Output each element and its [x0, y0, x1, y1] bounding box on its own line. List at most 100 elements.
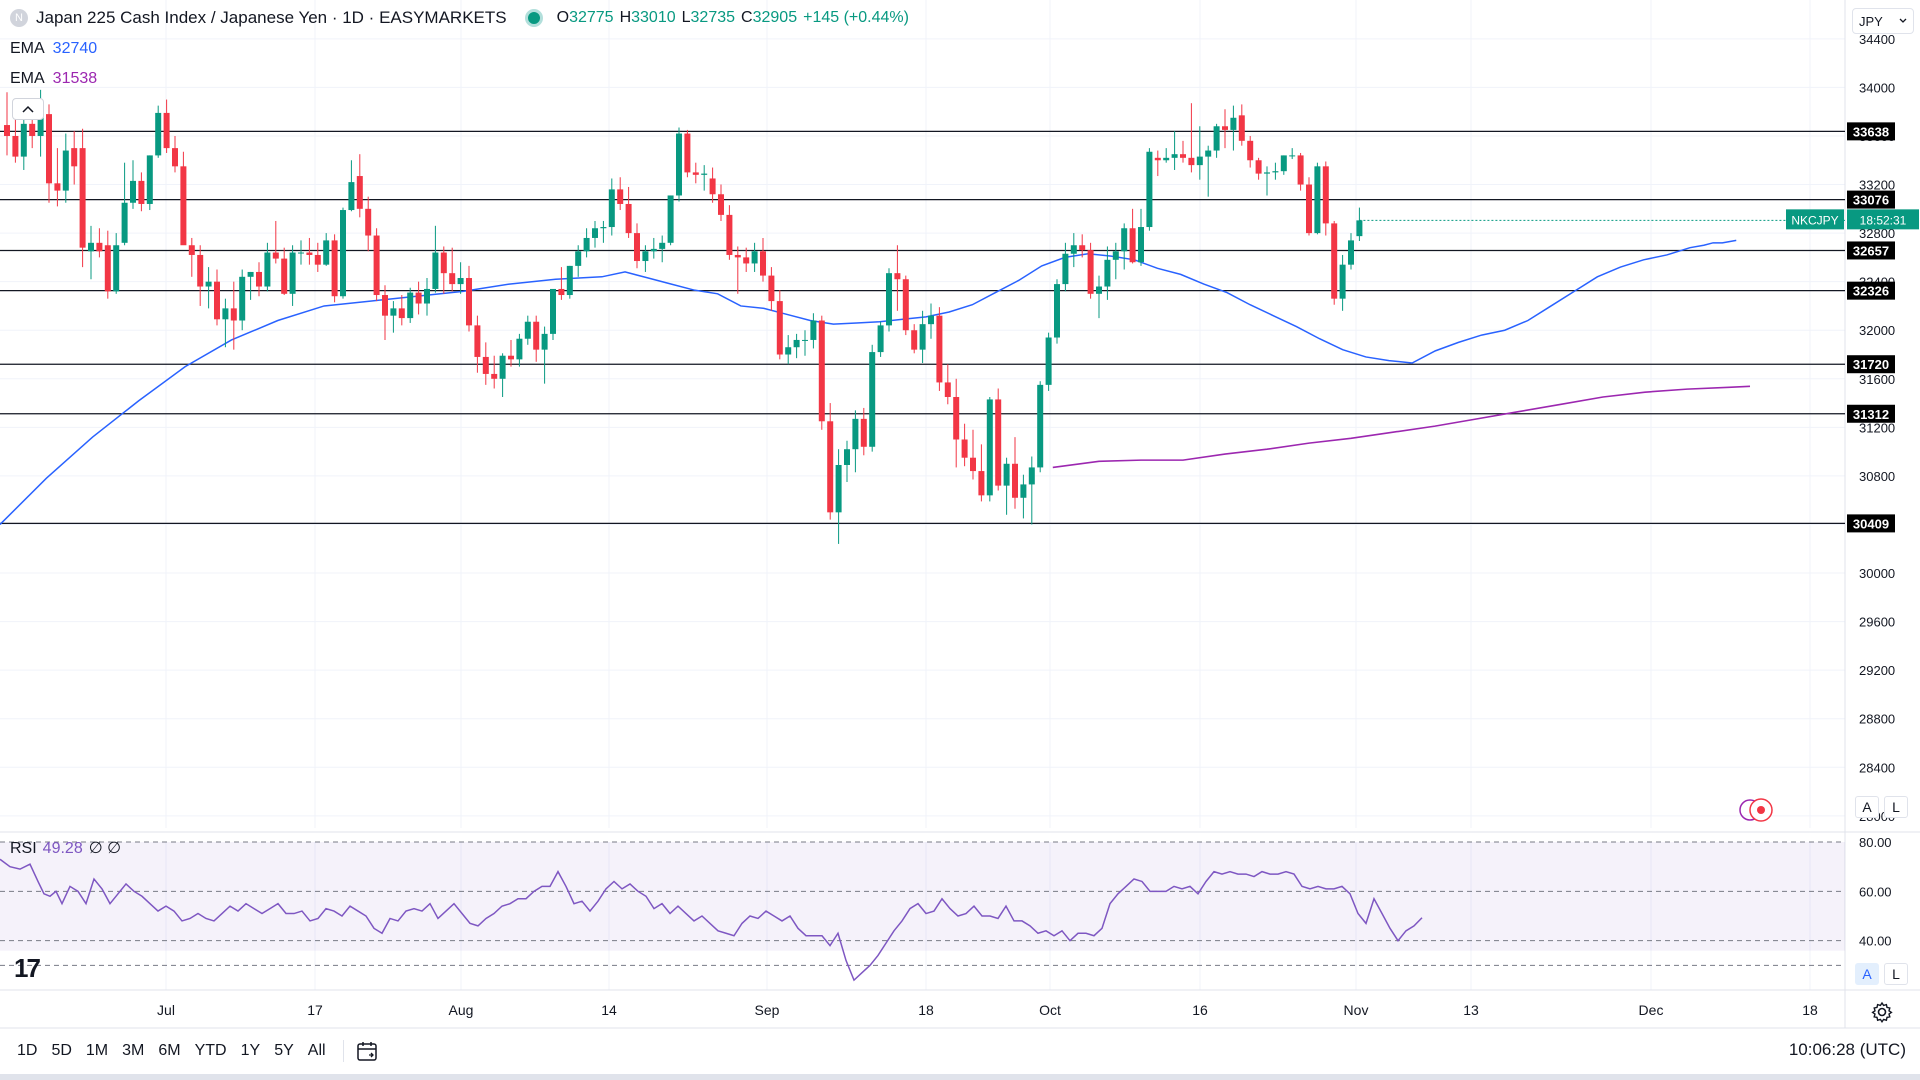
- candle-body[interactable]: [247, 271, 254, 277]
- collapse-legend-button[interactable]: [12, 98, 44, 120]
- candle-body[interactable]: [600, 227, 607, 229]
- candle-body[interactable]: [1138, 227, 1144, 263]
- candle-body[interactable]: [592, 228, 598, 238]
- candle-body[interactable]: [71, 148, 78, 167]
- candle-body[interactable]: [415, 292, 422, 304]
- candle-body[interactable]: [1079, 245, 1086, 251]
- candle-body[interactable]: [961, 439, 968, 458]
- candle-body[interactable]: [802, 339, 808, 341]
- candle-body[interactable]: [272, 252, 279, 259]
- range-5d-button[interactable]: 5D: [51, 1042, 72, 1059]
- candle-body[interactable]: [1104, 259, 1111, 287]
- range-ytd-button[interactable]: YTD: [194, 1042, 227, 1059]
- candle-body[interactable]: [566, 265, 573, 296]
- candle-body[interactable]: [1322, 166, 1329, 224]
- candle-body[interactable]: [709, 178, 716, 195]
- candle-body[interactable]: [188, 245, 195, 255]
- candle-body[interactable]: [482, 356, 489, 374]
- candle-body[interactable]: [499, 355, 506, 379]
- candle-body[interactable]: [1154, 157, 1161, 161]
- candle-body[interactable]: [298, 252, 304, 254]
- candle-body[interactable]: [768, 275, 775, 302]
- candle-body[interactable]: [718, 194, 724, 215]
- candle-body[interactable]: [625, 203, 632, 234]
- candle-body[interactable]: [365, 208, 372, 236]
- candle-body[interactable]: [1129, 228, 1136, 263]
- ema-slow-legend[interactable]: EMA 31538: [10, 70, 98, 87]
- candle-body[interactable]: [432, 252, 439, 289]
- candle-body[interactable]: [1247, 140, 1254, 161]
- candle-body[interactable]: [121, 202, 128, 243]
- candle-body[interactable]: [1280, 155, 1287, 172]
- candle-body[interactable]: [180, 166, 187, 246]
- candle-body[interactable]: [1230, 117, 1237, 130]
- candle-body[interactable]: [314, 254, 321, 265]
- candle-body[interactable]: [474, 325, 481, 357]
- candle-body[interactable]: [205, 281, 212, 287]
- candle-body[interactable]: [760, 251, 766, 276]
- candle-body[interactable]: [1255, 160, 1262, 174]
- replay-record-icon[interactable]: [1737, 797, 1781, 823]
- candle-body[interactable]: [1222, 126, 1228, 130]
- candle-body[interactable]: [230, 308, 237, 321]
- candle-body[interactable]: [96, 242, 103, 252]
- candle-body[interactable]: [1037, 384, 1044, 468]
- candle-body[interactable]: [440, 252, 447, 274]
- candle-body[interactable]: [398, 308, 405, 319]
- candle-body[interactable]: [793, 339, 800, 348]
- candle-body[interactable]: [785, 347, 792, 355]
- candle-body[interactable]: [810, 320, 817, 340]
- candle-body[interactable]: [1096, 286, 1102, 294]
- candle-body[interactable]: [239, 276, 246, 321]
- candle-body[interactable]: [113, 245, 120, 292]
- candle-body[interactable]: [390, 308, 397, 316]
- candle-body[interactable]: [919, 324, 926, 350]
- candle-body[interactable]: [281, 258, 288, 294]
- candle-body[interactable]: [1087, 250, 1094, 294]
- candle-body[interactable]: [348, 182, 355, 211]
- candle-body[interactable]: [1205, 150, 1212, 157]
- candle-body[interactable]: [1272, 171, 1279, 173]
- rsi-legend[interactable]: RSI 49.28 ∅ ∅: [10, 840, 122, 857]
- candle-body[interactable]: [860, 418, 867, 447]
- candle-body[interactable]: [29, 123, 36, 136]
- candle-body[interactable]: [541, 333, 548, 350]
- candle-body[interactable]: [726, 214, 733, 255]
- candle-body[interactable]: [289, 252, 296, 294]
- candle-body[interactable]: [466, 278, 472, 326]
- candle-body[interactable]: [1020, 484, 1027, 498]
- range-5y-button[interactable]: 5Y: [274, 1042, 294, 1059]
- candle-body[interactable]: [684, 133, 691, 173]
- candle-body[interactable]: [88, 242, 94, 252]
- price-auto-scale-button[interactable]: A: [1855, 796, 1879, 818]
- candle-body[interactable]: [424, 288, 430, 304]
- candle-body[interactable]: [163, 112, 170, 149]
- candle-body[interactable]: [407, 292, 414, 319]
- candle-body[interactable]: [608, 189, 615, 228]
- candle-body[interactable]: [852, 418, 859, 450]
- range-all-button[interactable]: All: [307, 1042, 326, 1059]
- candle-body[interactable]: [1171, 154, 1178, 158]
- candle-body[interactable]: [634, 233, 640, 262]
- candle-body[interactable]: [172, 148, 178, 167]
- candle-body[interactable]: [1028, 467, 1035, 485]
- price-log-scale-button[interactable]: L: [1884, 796, 1908, 818]
- range-1y-button[interactable]: 1Y: [240, 1042, 261, 1059]
- candle-body[interactable]: [701, 173, 708, 175]
- range-1m-button[interactable]: 1M: [85, 1042, 109, 1059]
- candle-body[interactable]: [667, 195, 674, 243]
- candle-body[interactable]: [928, 315, 934, 325]
- candle-body[interactable]: [583, 237, 590, 252]
- candle-body[interactable]: [1356, 220, 1363, 237]
- candle-body[interactable]: [62, 150, 69, 191]
- candle-body[interactable]: [642, 251, 649, 262]
- candle-body[interactable]: [1070, 245, 1077, 254]
- candle-body[interactable]: [1146, 151, 1153, 228]
- candle-body[interactable]: [844, 449, 850, 465]
- candle-body[interactable]: [1188, 157, 1195, 166]
- candle-body[interactable]: [818, 320, 825, 422]
- candle-body[interactable]: [46, 114, 52, 184]
- gear-icon[interactable]: [1870, 1000, 1894, 1024]
- candle-body[interactable]: [20, 123, 27, 157]
